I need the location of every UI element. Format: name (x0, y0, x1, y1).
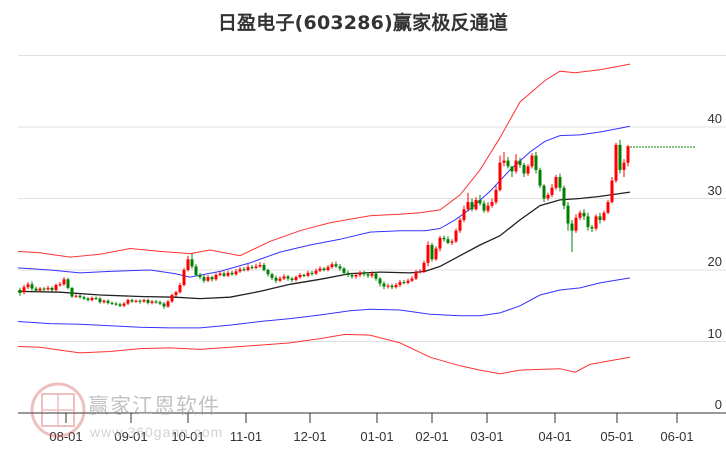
y-tick-label: 20 (707, 254, 722, 269)
inner_upper-line (17, 125, 631, 278)
x-tick-label: 11-01 (229, 429, 263, 444)
x-tick-label: 05-01 (600, 429, 634, 444)
chart-title: 日盈电子(603286)赢家极反通道 (217, 12, 509, 34)
x-tick-label: 09-01 (114, 429, 148, 444)
x-tick-label: 08-01 (49, 429, 83, 444)
watermark-seal-icon (30, 382, 86, 438)
channel-bands (17, 63, 631, 375)
x-tick-label: 04-01 (538, 429, 572, 444)
x-tick-label: 01-01 (360, 429, 394, 444)
x-tick-label: 12-01 (293, 429, 327, 444)
x-tick-label: 02-01 (415, 429, 449, 444)
grid-lines (18, 55, 726, 342)
inner_lower-line (17, 277, 631, 329)
y-tick-label: 40 (707, 111, 722, 126)
middle-line (17, 191, 631, 300)
x-axis (18, 412, 726, 423)
watermark-url: www.360gann.com (90, 424, 224, 440)
x-tick-label: 06-01 (660, 429, 694, 444)
x-tick-label: 10-01 (171, 429, 205, 444)
y-tick-label: 30 (707, 182, 722, 198)
x-tick-label: 03-01 (470, 429, 504, 444)
watermark-brand: 赢家江恩软件 (88, 394, 220, 418)
y-tick-label: 0 (714, 397, 722, 412)
outer_upper-line (17, 63, 631, 258)
candlesticks (18, 139, 630, 309)
outer_lower-line (17, 333, 631, 375)
y-tick-label: 10 (707, 325, 722, 341)
